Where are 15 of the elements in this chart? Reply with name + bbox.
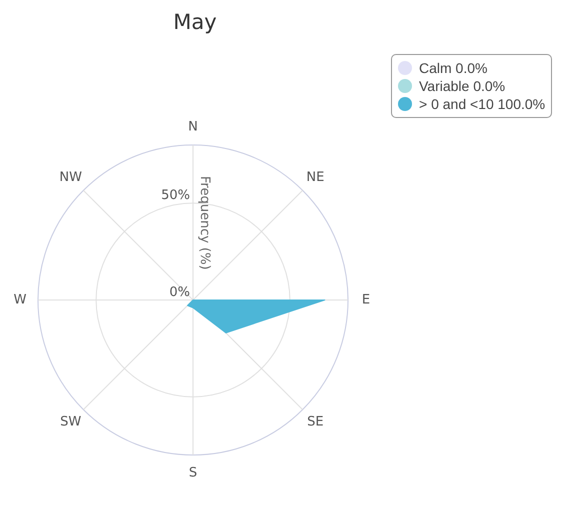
- y-tick-label: 50%: [161, 188, 190, 203]
- chart-title: May: [172, 10, 218, 34]
- spoke-label: SW: [60, 414, 82, 430]
- spoke-label: W: [14, 292, 27, 308]
- spoke-label: S: [188, 465, 198, 480]
- spoke-label: N: [188, 119, 198, 134]
- legend-label: Calm 0.0%: [419, 59, 488, 77]
- spoke-label: E: [362, 292, 370, 308]
- legend-label: > 0 and <10 100.0%: [419, 95, 546, 113]
- y-tick-label: 0%: [169, 284, 190, 300]
- spoke-label: SE: [307, 414, 324, 430]
- spoke-label: NE: [306, 170, 324, 186]
- legend-label: Variable 0.0%: [419, 77, 506, 95]
- spoke-label: NW: [59, 170, 82, 186]
- text: Frequency (%): [197, 176, 212, 270]
